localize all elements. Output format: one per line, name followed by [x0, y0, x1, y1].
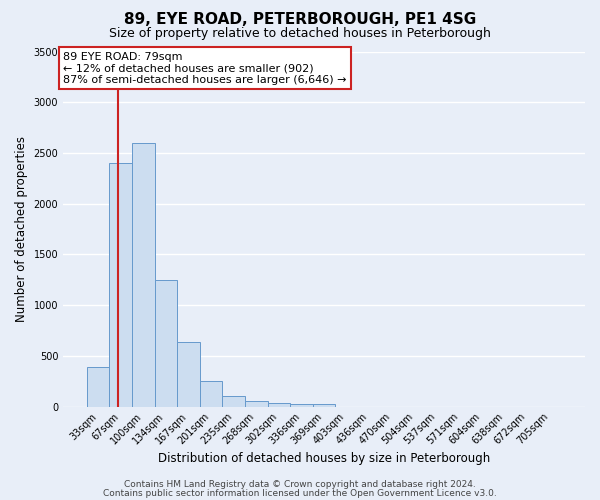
Bar: [87, 367, 109, 406]
Bar: [200, 382, 223, 406]
Text: 89 EYE ROAD: 79sqm
← 12% of detached houses are smaller (902)
87% of semi-detach: 89 EYE ROAD: 79sqm ← 12% of detached hou…: [63, 52, 347, 84]
Text: Contains public sector information licensed under the Open Government Licence v3: Contains public sector information licen…: [103, 488, 497, 498]
Bar: [268, 402, 290, 406]
Bar: [177, 342, 200, 406]
X-axis label: Distribution of detached houses by size in Peterborough: Distribution of detached houses by size …: [158, 452, 490, 465]
Text: Size of property relative to detached houses in Peterborough: Size of property relative to detached ho…: [109, 28, 491, 40]
Bar: [245, 400, 268, 406]
Bar: [313, 404, 335, 406]
Bar: [132, 143, 155, 406]
Bar: [290, 404, 313, 406]
Text: 89, EYE ROAD, PETERBOROUGH, PE1 4SG: 89, EYE ROAD, PETERBOROUGH, PE1 4SG: [124, 12, 476, 28]
Y-axis label: Number of detached properties: Number of detached properties: [15, 136, 28, 322]
Bar: [109, 163, 132, 406]
Text: Contains HM Land Registry data © Crown copyright and database right 2024.: Contains HM Land Registry data © Crown c…: [124, 480, 476, 489]
Bar: [155, 280, 177, 406]
Bar: [223, 396, 245, 406]
